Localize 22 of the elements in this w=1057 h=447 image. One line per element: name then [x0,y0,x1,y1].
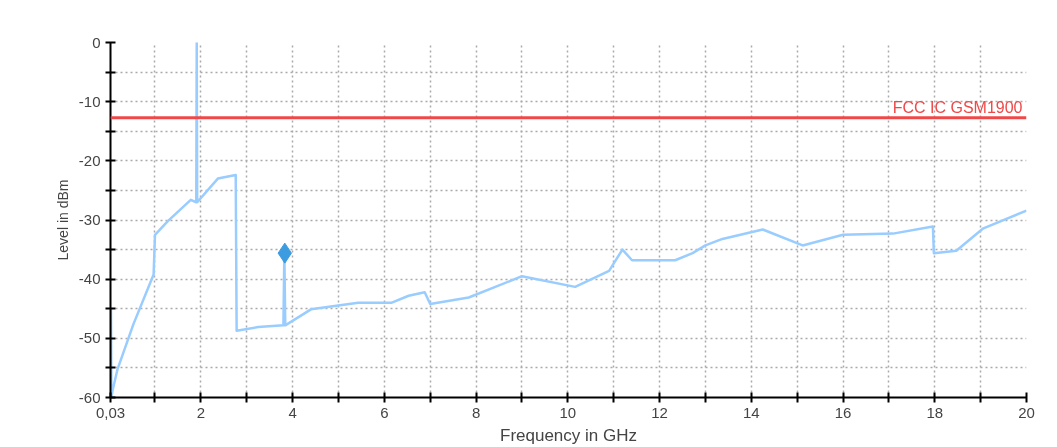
x-tick-label: 8 [471,403,481,421]
x-tick-label: 20 [1018,403,1035,421]
y-tick-label: -50 [78,329,101,347]
x-tick-label: 4 [288,403,297,421]
y-tick-label: -60 [78,388,101,406]
x-axis-title: Frequency in GHz [500,425,637,445]
line-series [110,42,1027,398]
x-tick-label: 16 [834,403,852,421]
y-axis-title: Level in dBm [54,179,71,261]
y-tick-label: -10 [78,92,101,110]
x-tick-label: 6 [380,403,389,421]
y-tick-label: -30 [78,211,101,228]
x-tick-label: 10 [559,403,577,421]
x-tick-label: 2 [196,403,206,421]
x-tick-label: 18 [926,403,944,421]
x-tick-label: 14 [742,403,760,421]
y-tick-label: 0 [92,33,101,51]
x-tick-label: 0,03 [95,403,126,421]
x-tick-label: 12 [651,403,668,421]
ref-line-label: FCC IC GSM1900 [892,98,1023,116]
y-tick-label: -40 [78,270,101,288]
y-tick-label: -20 [78,151,101,169]
